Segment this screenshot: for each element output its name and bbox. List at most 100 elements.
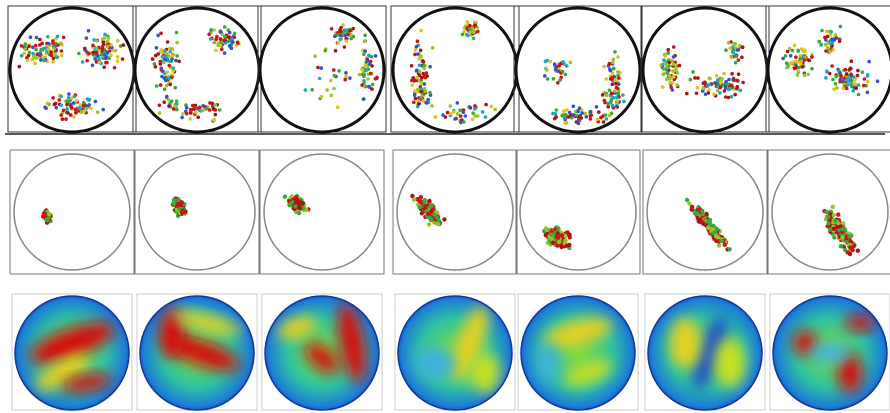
particle	[334, 49, 338, 53]
particle	[337, 69, 341, 73]
particle	[47, 47, 51, 51]
particle	[82, 101, 86, 105]
particle	[826, 221, 830, 225]
particle	[554, 112, 558, 116]
drum	[139, 154, 255, 270]
particle	[339, 30, 343, 34]
particle	[175, 54, 179, 58]
particle	[856, 74, 860, 78]
particle	[414, 48, 418, 52]
particle	[54, 42, 58, 46]
particle	[552, 77, 556, 81]
particle	[554, 115, 558, 119]
particle	[171, 54, 175, 58]
drum	[520, 154, 636, 270]
particle	[332, 87, 336, 91]
particle	[712, 93, 716, 97]
particle	[417, 205, 421, 209]
particle	[214, 37, 218, 41]
particle	[434, 115, 438, 119]
particle	[194, 111, 198, 115]
particle	[422, 200, 426, 204]
particle	[61, 117, 65, 121]
particle	[201, 108, 205, 112]
particle	[481, 110, 485, 114]
particle	[339, 33, 343, 37]
particle	[484, 115, 488, 119]
particle	[344, 71, 348, 75]
particle	[857, 83, 861, 87]
particle	[845, 72, 849, 76]
particle	[727, 41, 731, 45]
particle	[564, 113, 568, 117]
particle	[26, 59, 30, 63]
particle	[849, 67, 853, 71]
particle	[333, 74, 337, 78]
particle	[175, 108, 179, 112]
particle	[616, 87, 620, 91]
particle	[442, 217, 446, 221]
particle	[97, 61, 101, 65]
particle	[724, 86, 728, 90]
particle	[826, 46, 830, 50]
particle	[709, 227, 713, 231]
particle	[65, 103, 69, 107]
particle	[853, 83, 857, 87]
heat-blob	[810, 343, 850, 363]
particle	[418, 200, 422, 204]
particle	[668, 81, 672, 85]
particle	[175, 41, 179, 45]
particle	[866, 91, 870, 95]
particle	[214, 49, 218, 53]
particle	[704, 92, 708, 96]
particle	[106, 45, 110, 49]
particle	[362, 97, 366, 101]
particle	[727, 247, 731, 251]
particle	[428, 204, 432, 208]
particle	[74, 111, 78, 115]
particle	[52, 47, 56, 51]
particle	[610, 92, 614, 96]
particle	[671, 69, 675, 73]
particle	[85, 36, 89, 40]
particle	[72, 115, 76, 119]
particle	[34, 44, 38, 48]
particle	[18, 65, 22, 69]
particle	[666, 51, 670, 55]
particle	[363, 33, 367, 37]
particle	[614, 79, 618, 83]
particle	[564, 73, 568, 77]
particle	[42, 211, 46, 215]
drum	[768, 8, 890, 132]
particle	[544, 226, 548, 230]
particle	[733, 93, 737, 97]
particle	[490, 105, 494, 109]
particle	[208, 108, 212, 112]
particle	[65, 108, 69, 112]
particle	[52, 57, 56, 61]
particle	[737, 58, 741, 62]
particle	[216, 44, 220, 48]
particle	[564, 239, 568, 243]
particle	[77, 52, 81, 56]
particle	[862, 84, 866, 88]
particle	[789, 54, 793, 58]
particle	[786, 50, 790, 54]
particle	[370, 87, 374, 91]
particle	[857, 93, 861, 97]
particle	[59, 104, 63, 108]
particle	[189, 108, 193, 112]
particle	[578, 106, 582, 110]
particle	[876, 79, 880, 83]
particle	[840, 227, 844, 231]
particle	[567, 233, 571, 237]
drum	[393, 8, 517, 132]
particle	[728, 46, 732, 50]
particle	[64, 117, 68, 121]
particle	[701, 87, 705, 91]
particle	[810, 55, 814, 59]
particle	[194, 104, 198, 108]
particle	[295, 200, 299, 204]
particle	[715, 74, 719, 78]
particle	[105, 61, 109, 65]
